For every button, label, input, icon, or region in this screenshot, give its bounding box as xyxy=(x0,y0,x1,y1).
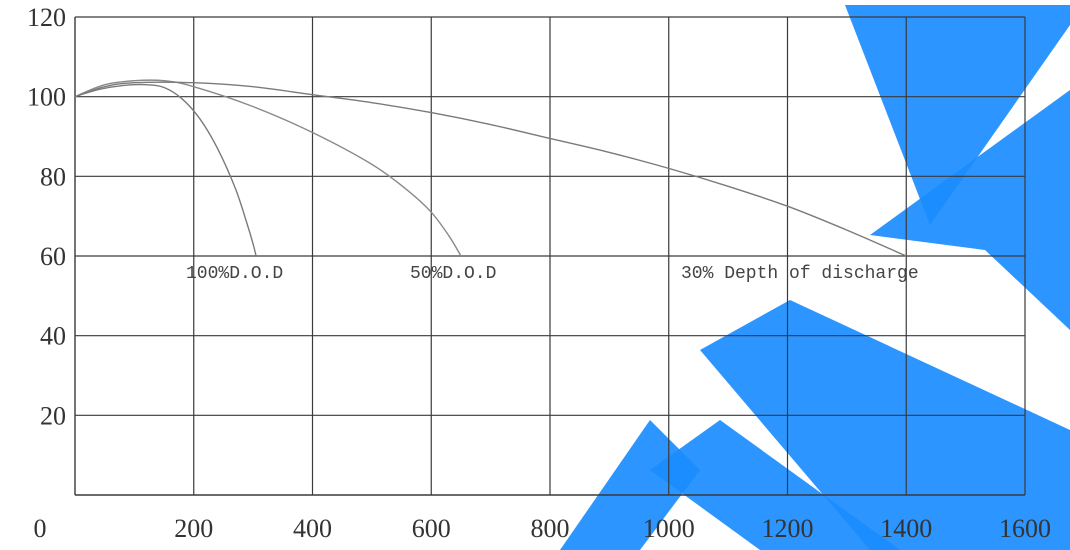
watermark-shape xyxy=(650,420,900,550)
x-tick-label: 1600 xyxy=(999,514,1051,543)
y-tick-label: 60 xyxy=(40,242,66,271)
x-tick-label: 600 xyxy=(412,514,451,543)
x-tick-label: 1200 xyxy=(762,514,814,543)
x-tick-label: 1000 xyxy=(643,514,695,543)
watermark-shape xyxy=(700,300,1070,550)
watermark-shape xyxy=(560,420,700,550)
x-tick-label: 400 xyxy=(293,514,332,543)
watermark xyxy=(560,5,1070,550)
y-tick-label: 120 xyxy=(27,3,66,32)
x-tick-label: 200 xyxy=(174,514,213,543)
series-line-2 xyxy=(74,79,462,257)
y-tick-label: 20 xyxy=(40,401,66,430)
series-label-2: 50%D.O.D xyxy=(410,264,496,284)
watermark-shape xyxy=(870,90,1070,330)
watermark-shape xyxy=(845,5,1070,225)
chart-curves xyxy=(74,79,907,257)
series-label-3: 30% Depth of discharge xyxy=(681,264,919,284)
y-tick-label: 80 xyxy=(40,162,66,191)
series-line-3 xyxy=(74,81,907,257)
x-tick-label: 0 xyxy=(34,514,47,543)
series-line-1 xyxy=(74,83,257,257)
x-tick-label: 1400 xyxy=(880,514,932,543)
y-tick-label: 40 xyxy=(40,322,66,351)
series-label-1: 100%D.O.D xyxy=(186,264,283,284)
x-tick-label: 800 xyxy=(531,514,570,543)
chart-labels: 0 200 400 600 800 1000 1200 1400 1600 20 40 60 80 100… xyxy=(27,3,1051,543)
y-tick-label: 100 xyxy=(27,83,66,112)
